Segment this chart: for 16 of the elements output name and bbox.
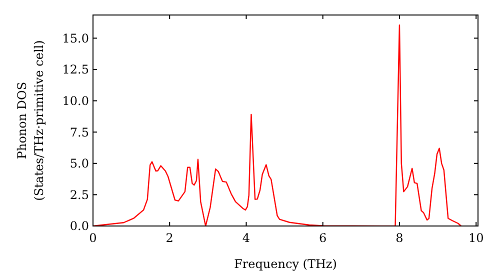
- y-tick-label: 0.0: [70, 219, 89, 234]
- y-tick-label: 2.5: [70, 188, 89, 202]
- x-tick-label: 10: [468, 231, 484, 245]
- x-tick-label: 8: [396, 231, 404, 245]
- x-tick-label: 6: [319, 231, 327, 245]
- y-tick-label: 12.5: [62, 62, 89, 77]
- x-tick-label: 2: [166, 231, 174, 245]
- line-series: [93, 24, 462, 226]
- y-tick-label: 5.0: [70, 156, 89, 171]
- x-axis-title: Frequency (THz): [234, 257, 337, 271]
- y-tick-label: 15.0: [62, 31, 89, 46]
- y-axis-title: Phonon DOS (States/THz·primitive cell): [15, 40, 46, 201]
- x-tick-label: 0: [89, 231, 97, 245]
- y-tick-label: 7.5: [70, 125, 89, 140]
- y-tick-label: 10.0: [62, 94, 89, 108]
- x-tick-label: 4: [242, 231, 250, 245]
